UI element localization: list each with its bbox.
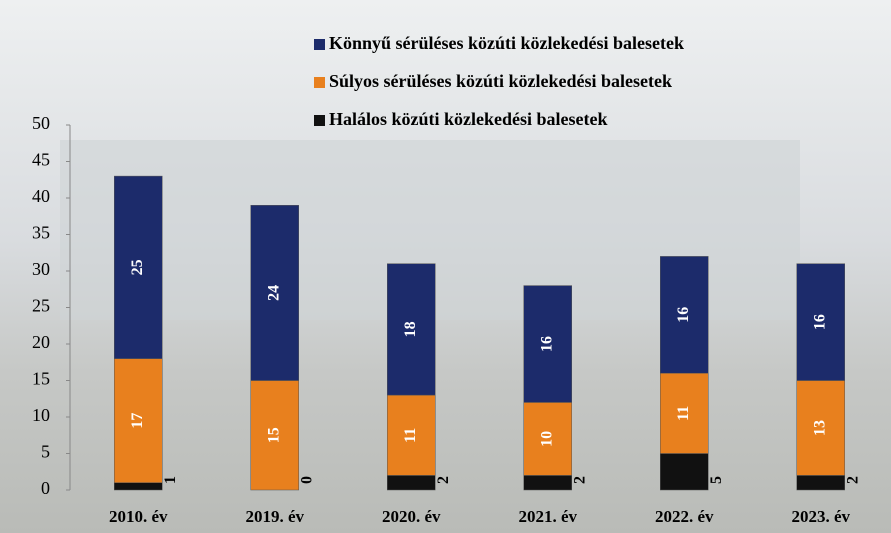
legend-swatch xyxy=(314,77,325,88)
data-label: 2 xyxy=(435,476,452,484)
data-label: 16 xyxy=(811,314,828,330)
bar-segment xyxy=(660,256,709,374)
data-label: 1 xyxy=(162,476,179,484)
y-tick-label: 20 xyxy=(32,332,50,352)
bar-segment xyxy=(387,475,436,491)
bar-segment xyxy=(387,263,436,396)
data-label: 10 xyxy=(538,431,555,447)
data-label: 11 xyxy=(402,428,419,443)
y-tick-label: 45 xyxy=(32,150,50,170)
y-tick-label: 30 xyxy=(32,259,50,279)
x-tick-label: 2021. év xyxy=(518,507,577,526)
bar-segment xyxy=(523,285,572,403)
legend-swatch xyxy=(314,39,325,50)
data-label: 17 xyxy=(129,413,146,429)
bar-segment xyxy=(523,402,572,476)
bar-segment xyxy=(250,205,299,381)
x-tick-label: 2020. év xyxy=(382,507,441,526)
bar-segment xyxy=(660,453,709,491)
legend-label: Könnyű sérüléses közúti közlekedési bale… xyxy=(329,33,684,53)
y-tick-label: 15 xyxy=(32,369,50,389)
y-tick-label: 10 xyxy=(32,405,50,425)
bar-segment xyxy=(114,482,163,491)
x-tick-label: 2023. év xyxy=(791,507,850,526)
bar-segment xyxy=(114,175,163,359)
y-tick-label: 40 xyxy=(32,186,50,206)
bar-segment xyxy=(387,394,436,476)
y-tick-label: 25 xyxy=(32,296,50,316)
data-label: 16 xyxy=(675,307,692,323)
legend-swatch xyxy=(314,115,325,126)
data-label: 18 xyxy=(402,321,419,337)
y-tick-label: 0 xyxy=(41,478,50,498)
data-label: 5 xyxy=(708,476,725,484)
legend-label: Súlyos sérüléses közúti közlekedési bale… xyxy=(329,71,672,91)
x-tick-label: 2022. év xyxy=(655,507,714,526)
bar-segment xyxy=(796,475,845,491)
x-tick-label: 2019. év xyxy=(245,507,304,526)
bar-segment xyxy=(796,263,845,381)
data-label: 0 xyxy=(298,476,315,484)
legend-label: Halálos közúti közlekedési balesetek xyxy=(329,109,608,129)
data-label: 25 xyxy=(129,259,146,275)
data-label: 16 xyxy=(538,336,555,352)
y-tick-label: 35 xyxy=(32,223,50,243)
data-label: 13 xyxy=(811,420,828,436)
data-label: 15 xyxy=(265,427,282,443)
bar-segment xyxy=(523,475,572,491)
data-label: 24 xyxy=(265,285,282,301)
data-label: 2 xyxy=(844,476,861,484)
bar-segment xyxy=(660,372,709,454)
bar-segment xyxy=(796,380,845,476)
data-label: 2 xyxy=(571,476,588,484)
y-tick-label: 5 xyxy=(41,442,50,462)
x-tick-label: 2010. év xyxy=(109,507,168,526)
data-label: 11 xyxy=(675,406,692,421)
y-tick-label: 50 xyxy=(32,113,50,133)
